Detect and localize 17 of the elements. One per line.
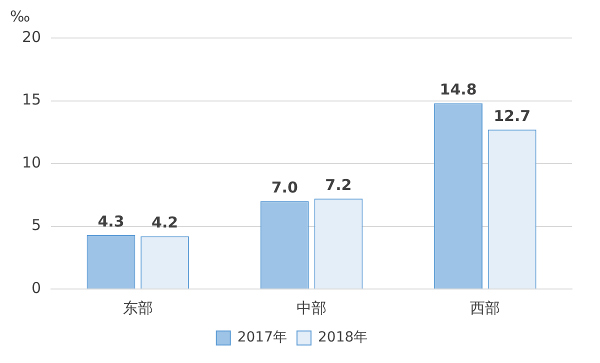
y-tick-label: 20: [22, 28, 42, 46]
data-label: 7.2: [325, 176, 352, 194]
data-label: 12.7: [494, 107, 531, 126]
data-label: 14.8: [440, 80, 477, 99]
y-tick-label: 15: [22, 90, 42, 109]
data-label: 4.3: [98, 212, 124, 230]
x-tick-label: 东部: [122, 298, 153, 317]
y-axis-title: ‰: [10, 7, 30, 26]
y-tick-label: 10: [22, 153, 42, 172]
legend-label: 2017年: [237, 330, 288, 346]
y-tick-label: 5: [32, 216, 42, 234]
legend-label: 2018年: [318, 330, 368, 346]
data-label: 7.0: [271, 178, 298, 197]
x-tick-label: 西部: [470, 298, 500, 317]
data-label: 4.2: [152, 214, 178, 232]
y-tick-label: 0: [32, 278, 42, 297]
x-tick-label: 中部: [296, 298, 327, 317]
